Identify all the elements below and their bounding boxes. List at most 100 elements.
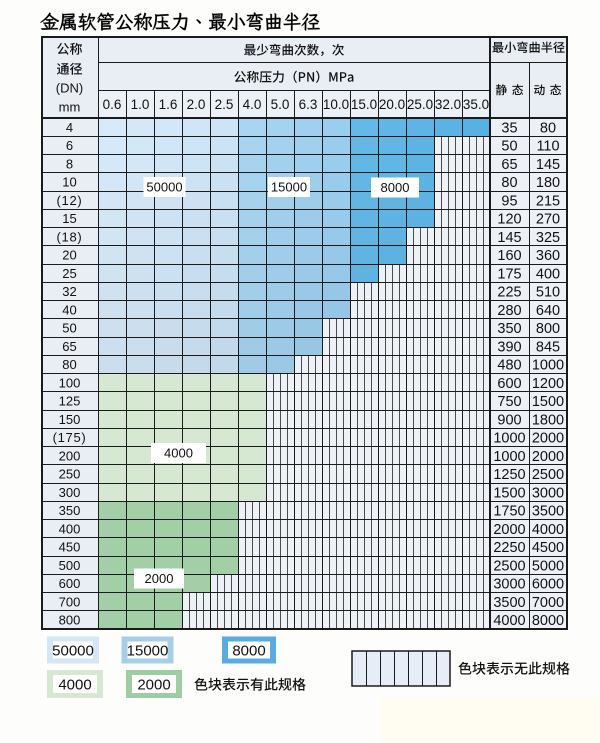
svg-text:1200: 1200 [532,376,564,392]
svg-text:4000: 4000 [164,446,193,461]
svg-text:360: 360 [536,248,560,264]
svg-text:32: 32 [62,284,76,299]
svg-text:450: 450 [59,540,81,555]
svg-text:4.0: 4.0 [243,97,262,112]
svg-text:600: 600 [497,376,521,392]
svg-text:1.6: 1.6 [159,97,178,112]
svg-text:1000: 1000 [493,431,525,447]
svg-text:8000: 8000 [232,642,265,659]
svg-text:1000: 1000 [532,358,564,374]
svg-text:50: 50 [501,139,517,155]
svg-text:215: 215 [536,193,560,209]
svg-text:125: 125 [59,394,81,409]
svg-text:15000: 15000 [127,642,169,659]
svg-text:65: 65 [62,339,76,354]
svg-text:1000: 1000 [493,449,525,465]
svg-text:20.0: 20.0 [379,97,405,112]
svg-text:4: 4 [66,120,73,135]
svg-text:15.0: 15.0 [351,97,377,112]
svg-text:500: 500 [59,558,81,573]
svg-text:50: 50 [62,321,76,336]
svg-text:1800: 1800 [532,412,564,428]
svg-text:350: 350 [59,503,81,518]
svg-text:10: 10 [62,175,76,190]
svg-text:8000: 8000 [532,613,564,629]
svg-text:4000: 4000 [58,676,91,693]
svg-text:65: 65 [501,157,517,173]
svg-text:640: 640 [536,303,560,319]
svg-text:25: 25 [62,266,76,281]
svg-text:4000: 4000 [493,613,525,629]
svg-text:3500: 3500 [493,595,525,611]
svg-text:40: 40 [62,302,76,317]
svg-text:1250: 1250 [493,467,525,483]
svg-text:225: 225 [497,285,521,301]
svg-text:80: 80 [540,120,556,136]
svg-text:mm: mm [59,100,81,115]
svg-text:4500: 4500 [532,540,564,556]
svg-text:700: 700 [59,594,81,609]
svg-text:250: 250 [59,467,81,482]
svg-text:(18): (18) [57,229,83,244]
svg-text:200: 200 [59,448,81,463]
svg-text:15000: 15000 [271,180,307,195]
svg-text:350: 350 [497,321,521,337]
svg-text:1750: 1750 [493,504,525,520]
svg-text:390: 390 [497,339,521,355]
svg-text:0.6: 0.6 [103,97,122,112]
svg-text:35: 35 [501,120,517,136]
svg-text:2.0: 2.0 [187,97,206,112]
svg-text:270: 270 [536,212,560,228]
svg-text:80: 80 [501,175,517,191]
svg-text:6: 6 [66,138,73,153]
svg-text:3000: 3000 [532,485,564,501]
svg-text:300: 300 [59,485,81,500]
svg-text:95: 95 [501,193,517,209]
svg-text:(DN): (DN) [56,81,83,96]
svg-text:3500: 3500 [532,504,564,520]
svg-text:2000: 2000 [137,676,170,693]
svg-text:145: 145 [536,157,560,173]
svg-text:8: 8 [66,156,73,171]
svg-text:2250: 2250 [493,540,525,556]
svg-text:50000: 50000 [52,642,94,659]
svg-text:5.0: 5.0 [271,97,290,112]
svg-text:400: 400 [59,521,81,536]
svg-text:(175): (175) [53,430,87,445]
svg-text:1500: 1500 [532,394,564,410]
svg-text:2000: 2000 [532,431,564,447]
svg-text:15: 15 [62,211,76,226]
svg-text:280: 280 [497,303,521,319]
svg-text:120: 120 [497,212,521,228]
svg-text:845: 845 [536,339,560,355]
svg-text:510: 510 [536,285,560,301]
svg-text:25.0: 25.0 [407,97,433,112]
svg-text:1.0: 1.0 [131,97,150,112]
svg-text:800: 800 [59,613,81,628]
svg-text:2500: 2500 [493,558,525,574]
svg-text:(12): (12) [57,193,83,208]
svg-text:480: 480 [497,358,521,374]
svg-text:6000: 6000 [532,577,564,593]
svg-text:2500: 2500 [532,467,564,483]
svg-text:2.5: 2.5 [215,97,234,112]
svg-text:2000: 2000 [145,571,174,586]
svg-text:20: 20 [62,248,76,263]
svg-text:160: 160 [497,248,521,264]
svg-text:110: 110 [536,139,559,155]
svg-text:100: 100 [59,375,81,390]
svg-text:150: 150 [59,412,81,427]
svg-text:8000: 8000 [381,180,410,195]
svg-text:5000: 5000 [532,558,564,574]
svg-text:325: 325 [536,230,560,246]
svg-text:900: 900 [497,412,521,428]
svg-text:750: 750 [497,394,521,410]
svg-text:50000: 50000 [146,180,182,195]
svg-text:180: 180 [536,175,560,191]
svg-text:175: 175 [497,266,521,282]
svg-text:2000: 2000 [532,449,564,465]
svg-text:400: 400 [536,266,560,282]
svg-text:600: 600 [59,576,81,591]
svg-text:6.3: 6.3 [299,97,318,112]
svg-text:1500: 1500 [493,485,525,501]
